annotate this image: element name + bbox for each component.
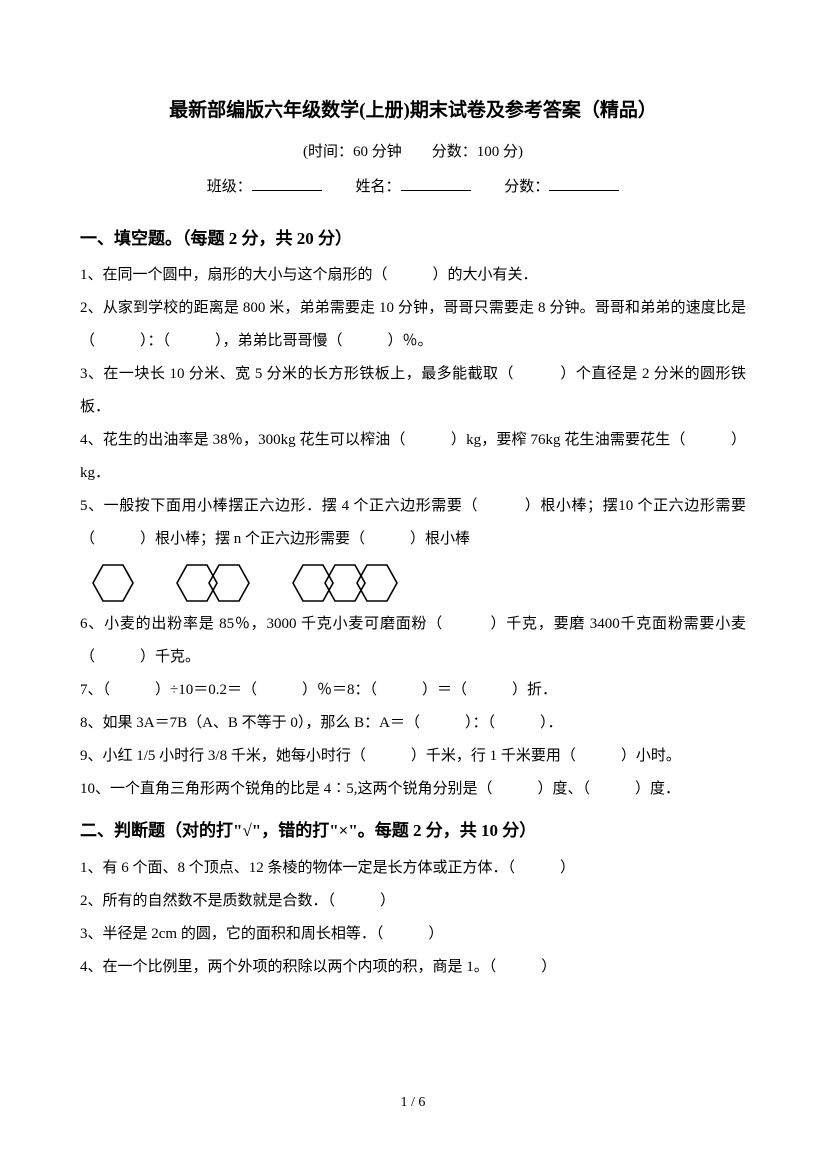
exam-meta: (时间：60 分钟 分数：100 分): [80, 136, 746, 169]
q2-2: 2、所有的自然数不是质数就是合数．（ ）: [80, 885, 746, 918]
class-blank[interactable]: [252, 174, 322, 191]
q1-1: 1、在同一个圆中，扇形的大小与这个扇形的（ ）的大小有关．: [80, 259, 746, 292]
score-label: 分数：: [504, 179, 549, 195]
q1-3: 3、在一块长 10 分米、宽 5 分米的长方形铁板上，最多能截取（ ）个直径是 …: [80, 358, 746, 424]
q1-6: 6、小麦的出粉率是 85％，3000 千克小麦可磨面粉（ ）千克，要磨 3400…: [80, 608, 746, 674]
q1-7: 7、（ ）÷10＝0.2＝（ ）％＝8：（ ）＝（ ）折．: [80, 674, 746, 707]
hex-2-icon: [176, 562, 250, 604]
section1-header: 一、填空题。（每题 2 分，共 20 分）: [80, 220, 746, 257]
q2-3: 3、半径是 2cm 的圆，它的面积和周长相等．（ ）: [80, 918, 746, 951]
form-row: 班级： 姓名： 分数：: [80, 171, 746, 204]
hex-1-icon: [92, 562, 134, 604]
q2-1: 1、有 6 个面、8 个顶点、12 条棱的物体一定是长方体或正方体．（ ）: [80, 852, 746, 885]
q2-4: 4、在一个比例里，两个外项的积除以两个内项的积，商是 1。（ ）: [80, 951, 746, 984]
score-blank[interactable]: [549, 174, 619, 191]
hex-3-icon: [292, 562, 398, 604]
section2-header: 二、判断题（对的打"√"，错的打"×"。每题 2 分，共 10 分）: [80, 812, 746, 849]
q1-10: 10、一个直角三角形两个锐角的比是 4∶5,这两个锐角分别是（ ）度、（ ）度．: [80, 773, 746, 806]
class-label: 班级：: [207, 179, 252, 195]
name-blank[interactable]: [401, 174, 471, 191]
q1-5: 5、一般按下面用小棒摆正六边形．摆 4 个正六边形需要（ ）根小棒；摆10 个正…: [80, 490, 746, 556]
hexagon-row: [92, 562, 746, 604]
q1-2: 2、从家到学校的距离是 800 米，弟弟需要走 10 分钟，哥哥只需要走 8 分…: [80, 292, 746, 358]
q1-4: 4、花生的出油率是 38％，300kg 花生可以榨油（ ）kg，要榨 76kg …: [80, 424, 746, 490]
q1-8: 8、如果 3A＝7B（A、B 不等于 0），那么 B：A＝（ ）：（ ）．: [80, 707, 746, 740]
page-number: 1 / 6: [0, 1088, 826, 1119]
q1-9: 9、小红 1/5 小时行 3/8 千米，她每小时行（ ）千米，行 1 千米要用（…: [80, 740, 746, 773]
exam-title: 最新部编版六年级数学(上册)期末试卷及参考答案（精品）: [80, 90, 746, 132]
name-label: 姓名：: [355, 179, 400, 195]
